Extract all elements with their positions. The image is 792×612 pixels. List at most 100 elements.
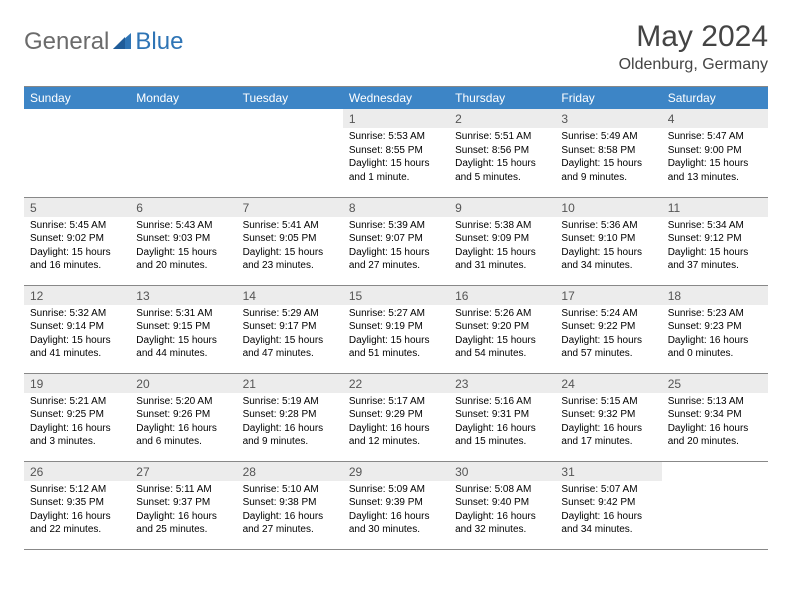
- day-number: 30: [449, 462, 555, 481]
- calendar-week: 1Sunrise: 5:53 AMSunset: 8:55 PMDaylight…: [24, 109, 768, 197]
- day-number: 21: [237, 374, 343, 393]
- daylight-line: Daylight: 15 hours and 51 minutes.: [349, 334, 443, 361]
- calendar-cell: 15Sunrise: 5:27 AMSunset: 9:19 PMDayligh…: [343, 285, 449, 373]
- day-body: Sunrise: 5:08 AMSunset: 9:40 PMDaylight:…: [449, 481, 555, 541]
- day-number: 9: [449, 198, 555, 217]
- sunrise-line: Sunrise: 5:41 AM: [243, 219, 337, 233]
- sunrise-line: Sunrise: 5:47 AM: [668, 130, 762, 144]
- day-body: Sunrise: 5:34 AMSunset: 9:12 PMDaylight:…: [662, 217, 768, 277]
- sunrise-line: Sunrise: 5:51 AM: [455, 130, 549, 144]
- day-number: 29: [343, 462, 449, 481]
- day-number-empty: [24, 109, 130, 128]
- sunset-line: Sunset: 8:55 PM: [349, 144, 443, 158]
- calendar-week: 19Sunrise: 5:21 AMSunset: 9:25 PMDayligh…: [24, 373, 768, 461]
- day-body: Sunrise: 5:36 AMSunset: 9:10 PMDaylight:…: [555, 217, 661, 277]
- sunrise-line: Sunrise: 5:31 AM: [136, 307, 230, 321]
- dow-header: Sunday: [24, 87, 130, 109]
- sunset-line: Sunset: 9:09 PM: [455, 232, 549, 246]
- sunset-line: Sunset: 9:05 PM: [243, 232, 337, 246]
- calendar-cell: 17Sunrise: 5:24 AMSunset: 9:22 PMDayligh…: [555, 285, 661, 373]
- day-number: 25: [662, 374, 768, 393]
- daylight-line: Daylight: 16 hours and 3 minutes.: [30, 422, 124, 449]
- day-number: 4: [662, 109, 768, 128]
- day-number: 13: [130, 286, 236, 305]
- day-body: Sunrise: 5:26 AMSunset: 9:20 PMDaylight:…: [449, 305, 555, 365]
- day-body: Sunrise: 5:21 AMSunset: 9:25 PMDaylight:…: [24, 393, 130, 453]
- day-number: 8: [343, 198, 449, 217]
- sunset-line: Sunset: 9:38 PM: [243, 496, 337, 510]
- sunrise-line: Sunrise: 5:20 AM: [136, 395, 230, 409]
- daylight-line: Daylight: 15 hours and 16 minutes.: [30, 246, 124, 273]
- sunset-line: Sunset: 9:19 PM: [349, 320, 443, 334]
- calendar-cell: [130, 109, 236, 197]
- logo-sail-icon: [111, 31, 133, 54]
- calendar-cell: 27Sunrise: 5:11 AMSunset: 9:37 PMDayligh…: [130, 461, 236, 549]
- calendar-cell: 4Sunrise: 5:47 AMSunset: 9:00 PMDaylight…: [662, 109, 768, 197]
- calendar-week: 26Sunrise: 5:12 AMSunset: 9:35 PMDayligh…: [24, 461, 768, 549]
- sunset-line: Sunset: 9:35 PM: [30, 496, 124, 510]
- dow-header: Wednesday: [343, 87, 449, 109]
- day-body: Sunrise: 5:12 AMSunset: 9:35 PMDaylight:…: [24, 481, 130, 541]
- day-number: 10: [555, 198, 661, 217]
- calendar-cell: 16Sunrise: 5:26 AMSunset: 9:20 PMDayligh…: [449, 285, 555, 373]
- daylight-line: Daylight: 16 hours and 20 minutes.: [668, 422, 762, 449]
- day-number: 23: [449, 374, 555, 393]
- day-body: Sunrise: 5:16 AMSunset: 9:31 PMDaylight:…: [449, 393, 555, 453]
- calendar-cell: 5Sunrise: 5:45 AMSunset: 9:02 PMDaylight…: [24, 197, 130, 285]
- sunset-line: Sunset: 9:03 PM: [136, 232, 230, 246]
- dow-header: Monday: [130, 87, 236, 109]
- sunset-line: Sunset: 9:15 PM: [136, 320, 230, 334]
- daylight-line: Daylight: 15 hours and 34 minutes.: [561, 246, 655, 273]
- sunrise-line: Sunrise: 5:16 AM: [455, 395, 549, 409]
- day-number: 7: [237, 198, 343, 217]
- calendar-cell: 26Sunrise: 5:12 AMSunset: 9:35 PMDayligh…: [24, 461, 130, 549]
- sunset-line: Sunset: 9:25 PM: [30, 408, 124, 422]
- calendar-week: 5Sunrise: 5:45 AMSunset: 9:02 PMDaylight…: [24, 197, 768, 285]
- day-body: Sunrise: 5:15 AMSunset: 9:32 PMDaylight:…: [555, 393, 661, 453]
- sunrise-line: Sunrise: 5:08 AM: [455, 483, 549, 497]
- day-body: Sunrise: 5:43 AMSunset: 9:03 PMDaylight:…: [130, 217, 236, 277]
- calendar-cell: 8Sunrise: 5:39 AMSunset: 9:07 PMDaylight…: [343, 197, 449, 285]
- sunrise-line: Sunrise: 5:09 AM: [349, 483, 443, 497]
- sunrise-line: Sunrise: 5:26 AM: [455, 307, 549, 321]
- calendar-cell: 24Sunrise: 5:15 AMSunset: 9:32 PMDayligh…: [555, 373, 661, 461]
- day-body: Sunrise: 5:32 AMSunset: 9:14 PMDaylight:…: [24, 305, 130, 365]
- calendar-cell: 13Sunrise: 5:31 AMSunset: 9:15 PMDayligh…: [130, 285, 236, 373]
- calendar-cell: 20Sunrise: 5:20 AMSunset: 9:26 PMDayligh…: [130, 373, 236, 461]
- calendar-cell: 23Sunrise: 5:16 AMSunset: 9:31 PMDayligh…: [449, 373, 555, 461]
- sunset-line: Sunset: 9:20 PM: [455, 320, 549, 334]
- calendar-cell: 6Sunrise: 5:43 AMSunset: 9:03 PMDaylight…: [130, 197, 236, 285]
- logo-text-general: General: [24, 28, 109, 56]
- day-number-empty: [130, 109, 236, 128]
- day-number: 5: [24, 198, 130, 217]
- calendar-cell: 3Sunrise: 5:49 AMSunset: 8:58 PMDaylight…: [555, 109, 661, 197]
- day-body: Sunrise: 5:45 AMSunset: 9:02 PMDaylight:…: [24, 217, 130, 277]
- day-number: 28: [237, 462, 343, 481]
- sunrise-line: Sunrise: 5:43 AM: [136, 219, 230, 233]
- logo: General Blue: [24, 20, 183, 56]
- daylight-line: Daylight: 15 hours and 27 minutes.: [349, 246, 443, 273]
- daylight-line: Daylight: 16 hours and 6 minutes.: [136, 422, 230, 449]
- calendar-table: SundayMondayTuesdayWednesdayThursdayFrid…: [24, 87, 768, 550]
- sunrise-line: Sunrise: 5:17 AM: [349, 395, 443, 409]
- sunset-line: Sunset: 9:10 PM: [561, 232, 655, 246]
- daylight-line: Daylight: 15 hours and 5 minutes.: [455, 157, 549, 184]
- daylight-line: Daylight: 15 hours and 9 minutes.: [561, 157, 655, 184]
- sunrise-line: Sunrise: 5:53 AM: [349, 130, 443, 144]
- daylight-line: Daylight: 16 hours and 12 minutes.: [349, 422, 443, 449]
- page-header: General Blue May 2024 Oldenburg, Germany: [24, 20, 768, 74]
- dow-header: Tuesday: [237, 87, 343, 109]
- sunset-line: Sunset: 9:14 PM: [30, 320, 124, 334]
- sunset-line: Sunset: 9:37 PM: [136, 496, 230, 510]
- sunset-line: Sunset: 9:17 PM: [243, 320, 337, 334]
- day-number: 26: [24, 462, 130, 481]
- calendar-cell: 19Sunrise: 5:21 AMSunset: 9:25 PMDayligh…: [24, 373, 130, 461]
- sunset-line: Sunset: 9:39 PM: [349, 496, 443, 510]
- day-number: 20: [130, 374, 236, 393]
- day-body: Sunrise: 5:41 AMSunset: 9:05 PMDaylight:…: [237, 217, 343, 277]
- daylight-line: Daylight: 15 hours and 54 minutes.: [455, 334, 549, 361]
- sunrise-line: Sunrise: 5:45 AM: [30, 219, 124, 233]
- sunset-line: Sunset: 9:40 PM: [455, 496, 549, 510]
- sunrise-line: Sunrise: 5:49 AM: [561, 130, 655, 144]
- day-number: 24: [555, 374, 661, 393]
